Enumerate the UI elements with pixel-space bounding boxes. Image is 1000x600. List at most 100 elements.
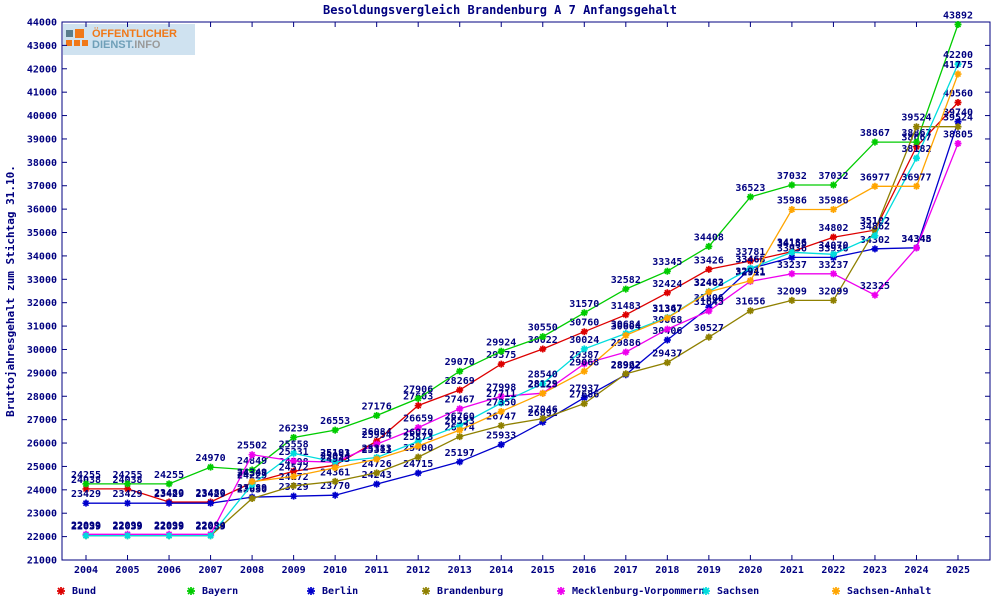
point-label: 32325 (860, 281, 890, 292)
point-label: 35986 (777, 195, 807, 206)
point-marker (414, 424, 422, 432)
point-label: 25191 (320, 448, 350, 459)
point-label: 25054 (320, 451, 350, 462)
point-label: 26760 (445, 411, 475, 422)
point-marker (373, 455, 381, 463)
y-tick-label: 34000 (27, 251, 57, 262)
point-label: 24307 (237, 469, 267, 480)
point-label: 26553 (445, 416, 475, 427)
point-label: 31367 (652, 304, 682, 315)
y-tick-label: 41000 (27, 88, 57, 99)
point-label: 38667 (901, 133, 931, 144)
point-label: 24715 (403, 459, 433, 470)
y-tick-label: 29000 (27, 368, 57, 379)
point-marker (788, 248, 796, 256)
x-tick-label: 2012 (406, 565, 430, 576)
point-label: 23630 (237, 484, 267, 495)
x-tick-label: 2023 (863, 565, 887, 576)
point-marker (124, 532, 132, 540)
point-marker (663, 325, 671, 333)
y-tick-label: 35000 (27, 228, 57, 239)
point-label: 36977 (860, 172, 890, 183)
point-marker (373, 440, 381, 448)
point-marker (746, 264, 754, 272)
point-marker (456, 458, 464, 466)
y-tick-label: 24000 (27, 485, 57, 496)
point-label: 33468 (735, 254, 765, 265)
point-marker (788, 270, 796, 278)
point-label: 34862 (860, 222, 890, 233)
legend-label: Berlin (322, 585, 359, 597)
point-marker (912, 154, 920, 162)
point-label: 42200 (943, 50, 973, 61)
point-label: 35986 (818, 195, 848, 206)
point-label: 22099 (112, 520, 142, 531)
point-marker (705, 307, 713, 315)
point-marker (622, 331, 630, 339)
point-label: 27350 (486, 397, 516, 408)
point-label: 22099 (196, 520, 226, 531)
point-label: 22039 (71, 522, 101, 533)
point-label: 40560 (943, 88, 973, 99)
point-marker (705, 303, 713, 311)
legend-marker-icon (557, 587, 565, 595)
y-tick-label: 37000 (27, 181, 57, 192)
point-label: 32099 (777, 286, 807, 297)
point-marker (871, 245, 879, 253)
point-label: 32099 (818, 286, 848, 297)
point-marker (456, 421, 464, 429)
point-label: 34348 (901, 234, 931, 245)
point-marker (124, 480, 132, 488)
legend-item-bayern: Bayern (185, 585, 238, 597)
point-marker (290, 492, 298, 500)
point-label: 26070 (403, 427, 433, 438)
point-marker (456, 433, 464, 441)
point-label: 34155 (777, 238, 807, 249)
point-label: 27046 (528, 405, 558, 416)
point-label: 27998 (486, 382, 516, 393)
point-marker (331, 491, 339, 499)
x-tick-label: 2007 (199, 565, 223, 576)
y-tick-label: 31000 (27, 322, 57, 333)
point-marker (580, 345, 588, 353)
point-label: 33237 (818, 260, 848, 271)
point-marker (829, 205, 837, 213)
point-label: 22039 (112, 522, 142, 533)
legend-marker-icon (422, 587, 430, 595)
point-label: 23480 (154, 488, 184, 499)
point-marker (788, 205, 796, 213)
point-marker (373, 469, 381, 477)
point-marker (497, 399, 505, 407)
point-marker (248, 478, 256, 486)
point-marker (82, 480, 90, 488)
point-label: 23429 (71, 489, 101, 500)
point-marker (912, 182, 920, 190)
point-marker (414, 394, 422, 402)
point-marker (954, 140, 962, 148)
point-label: 34345 (901, 234, 931, 245)
legend-label: Bund (72, 585, 97, 597)
point-label: 22039 (71, 522, 101, 533)
point-marker (165, 499, 173, 507)
point-marker (207, 463, 215, 471)
point-label: 31806 (694, 293, 724, 304)
point-label: 28962 (611, 360, 641, 371)
point-label: 25311 (362, 445, 392, 456)
point-marker (165, 480, 173, 488)
point-label: 29068 (569, 357, 599, 368)
x-tick-label: 2019 (697, 565, 721, 576)
point-label: 28540 (528, 370, 558, 381)
point-marker (580, 309, 588, 317)
y-tick-label: 43000 (27, 41, 57, 52)
x-tick-label: 2008 (240, 565, 264, 576)
plot-border (61, 21, 991, 561)
point-label: 30684 (611, 319, 641, 330)
point-label: 43892 (943, 11, 973, 22)
point-marker (871, 291, 879, 299)
point-label: 24572 (279, 462, 309, 473)
point-label: 32463 (694, 278, 724, 289)
x-tick-label: 2015 (531, 565, 555, 576)
